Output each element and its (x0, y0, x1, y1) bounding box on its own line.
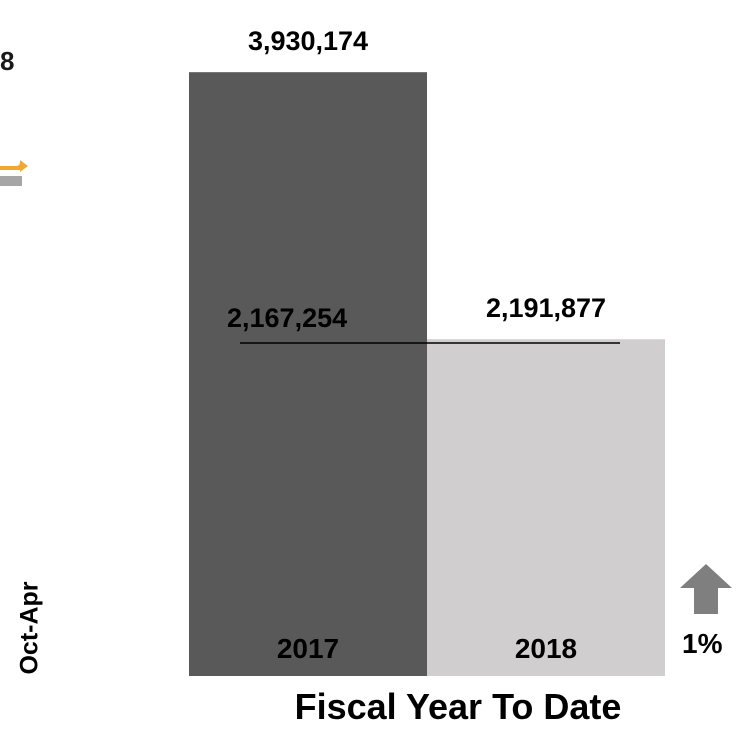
bar-2017 (189, 72, 427, 676)
cropped-heading-fragment: 8 (0, 46, 15, 76)
change-percent: 1% (682, 628, 723, 659)
reference-line-label: 2,167,254 (227, 303, 347, 333)
transfer-icon (0, 160, 28, 186)
data-label-2018: 2,191,877 (486, 293, 606, 323)
data-label-2017: 3,930,174 (248, 26, 368, 56)
category-label-2017: 2017 (277, 633, 339, 664)
bar-2018 (427, 339, 665, 676)
up-arrow-icon (680, 564, 732, 614)
x-axis-title: Fiscal Year To Date (294, 686, 622, 727)
category-label-2018: 2018 (515, 633, 577, 664)
